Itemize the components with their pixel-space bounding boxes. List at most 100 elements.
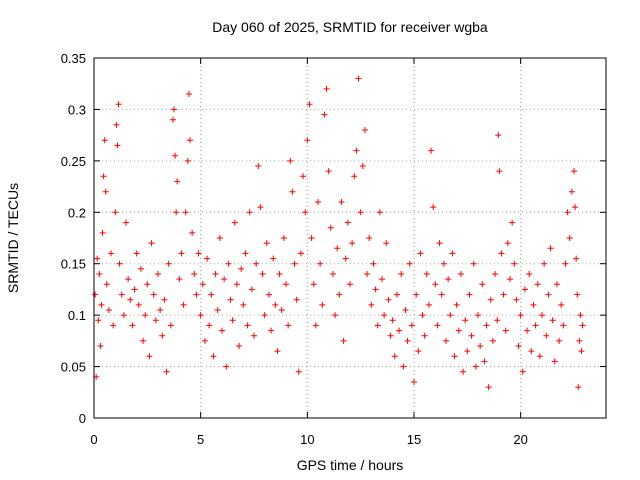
data-point — [216, 235, 223, 241]
y-tick-label: 0.2 — [68, 205, 86, 220]
data-point — [274, 348, 281, 355]
data-point — [575, 384, 582, 391]
data-point — [521, 286, 528, 293]
data-point — [270, 255, 277, 262]
data-point — [204, 255, 211, 262]
data-point — [317, 260, 324, 267]
data-point — [219, 327, 225, 334]
data-point — [361, 127, 368, 133]
data-point — [189, 229, 196, 236]
data-point — [364, 271, 371, 277]
y-tick-label: 0.3 — [68, 102, 86, 117]
data-point — [562, 260, 569, 267]
data-point — [421, 332, 428, 339]
data-point — [110, 322, 117, 329]
data-point — [509, 219, 516, 226]
data-point — [161, 296, 168, 303]
data-point — [129, 322, 136, 329]
data-point — [534, 281, 541, 288]
data-point — [528, 348, 535, 355]
data-point — [336, 291, 343, 298]
data-point — [511, 260, 518, 267]
data-point — [530, 301, 537, 308]
data-point — [108, 250, 115, 257]
y-tick-label: 0.05 — [61, 360, 86, 375]
data-point — [167, 322, 174, 329]
data-point — [287, 157, 294, 164]
data-point — [208, 291, 215, 298]
data-point — [312, 322, 319, 329]
data-point — [500, 291, 507, 298]
data-point — [332, 312, 339, 319]
y-tick-label: 0 — [79, 411, 86, 426]
data-point — [92, 291, 99, 298]
data-point — [236, 343, 243, 349]
data-point — [556, 337, 563, 344]
data-point — [492, 271, 499, 277]
data-point — [140, 337, 147, 344]
data-point — [319, 301, 326, 308]
data-point — [428, 147, 435, 154]
data-point — [223, 363, 230, 370]
data-point — [185, 91, 192, 97]
x-tick-label: 5 — [197, 432, 204, 447]
data-point — [507, 276, 513, 283]
data-point — [238, 265, 245, 272]
data-point — [338, 199, 345, 205]
data-point — [451, 353, 458, 360]
data-point — [457, 271, 464, 277]
data-point — [116, 260, 123, 267]
data-point — [169, 116, 176, 123]
y-tick-label: 0.35 — [61, 51, 86, 66]
data-point — [193, 291, 200, 298]
data-point — [572, 204, 579, 211]
data-point — [265, 291, 272, 298]
data-point — [466, 291, 473, 298]
data-point — [182, 209, 189, 216]
data-point — [349, 240, 356, 247]
data-point — [127, 296, 134, 303]
data-point — [541, 260, 548, 267]
data-point — [573, 255, 580, 262]
data-point — [201, 337, 208, 344]
data-point — [248, 286, 255, 293]
data-point — [98, 301, 105, 308]
data-point — [268, 327, 275, 334]
data-point — [487, 296, 494, 303]
data-point — [95, 317, 102, 324]
data-point — [551, 358, 558, 365]
data-point — [197, 312, 204, 319]
data-point — [460, 368, 467, 375]
data-point — [172, 152, 179, 159]
data-point — [549, 317, 556, 324]
data-point — [246, 209, 253, 216]
data-point — [295, 368, 302, 375]
data-point — [526, 271, 533, 277]
data-point — [233, 281, 240, 288]
data-point — [545, 291, 552, 298]
data-point — [568, 188, 575, 195]
data-point — [227, 296, 234, 303]
data-point — [155, 271, 161, 277]
data-point — [174, 178, 181, 185]
data-point — [379, 276, 385, 283]
data-point — [517, 312, 524, 319]
data-point — [280, 235, 287, 241]
data-point — [302, 209, 309, 216]
x-ticks: 0 5 10 15 20 — [90, 58, 528, 447]
data-point — [553, 281, 560, 288]
data-point — [344, 219, 351, 226]
data-point — [96, 271, 103, 277]
data-point — [342, 255, 349, 262]
data-point — [120, 312, 127, 319]
data-point — [513, 296, 520, 303]
data-point — [383, 240, 390, 247]
data-point — [152, 317, 159, 324]
data-point — [447, 312, 454, 319]
data-point — [425, 301, 432, 308]
data-point — [327, 224, 334, 231]
data-point — [396, 327, 403, 334]
data-point — [157, 307, 164, 313]
data-point — [135, 301, 142, 308]
data-point — [477, 343, 484, 349]
